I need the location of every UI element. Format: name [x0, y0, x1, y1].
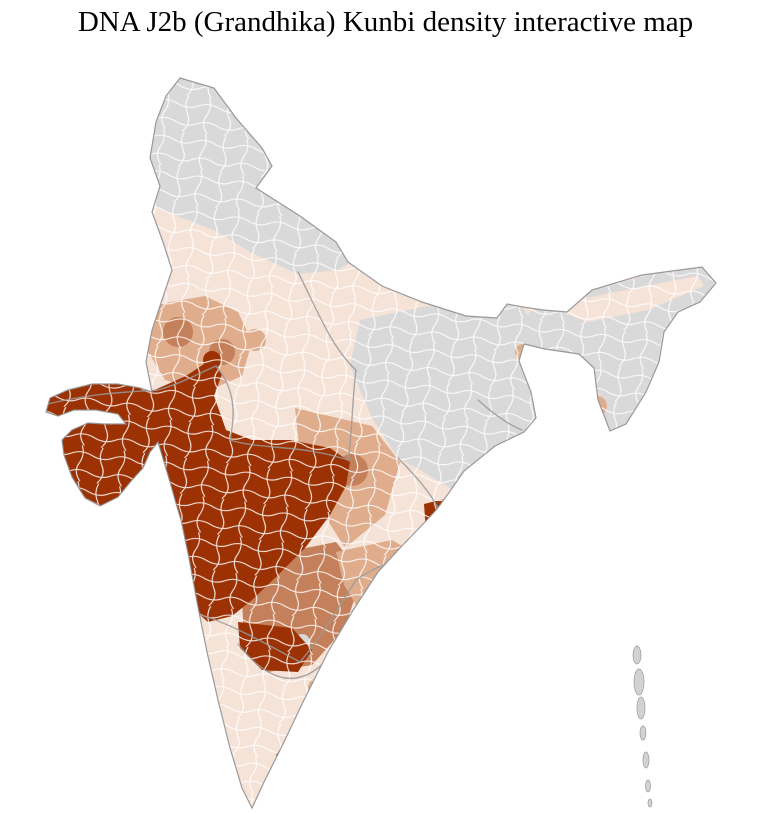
- india-outline: [45, 77, 717, 810]
- state-border-bengal: [477, 399, 523, 431]
- state-border-gujarat-rajasthan: [47, 365, 217, 405]
- island[interactable]: [636, 696, 646, 720]
- island[interactable]: [639, 725, 647, 741]
- andaman-islands[interactable]: [632, 645, 653, 808]
- island[interactable]: [642, 751, 650, 769]
- state-border-maharashtra-south: [197, 579, 357, 663]
- state-border-karnataka-tamilnadu: [237, 643, 331, 680]
- island[interactable]: [645, 779, 651, 793]
- island[interactable]: [632, 645, 642, 665]
- island[interactable]: [633, 668, 645, 696]
- island[interactable]: [647, 798, 653, 808]
- district-borders-overlay: [46, 78, 716, 808]
- state-border-up-west: [297, 271, 357, 371]
- region-northeast-low-spot[interactable]: [694, 316, 706, 328]
- page-title-text: DNA J2b (Grandhika) Kunbi density intera…: [77, 6, 694, 38]
- page-title: DNA J2b (Grandhika) Kunbi density intera…: [0, 6, 771, 39]
- state-border-up-mp: [347, 369, 357, 461]
- state-border-odisha: [397, 457, 439, 509]
- state-border-rajasthan-mp: [215, 365, 349, 461]
